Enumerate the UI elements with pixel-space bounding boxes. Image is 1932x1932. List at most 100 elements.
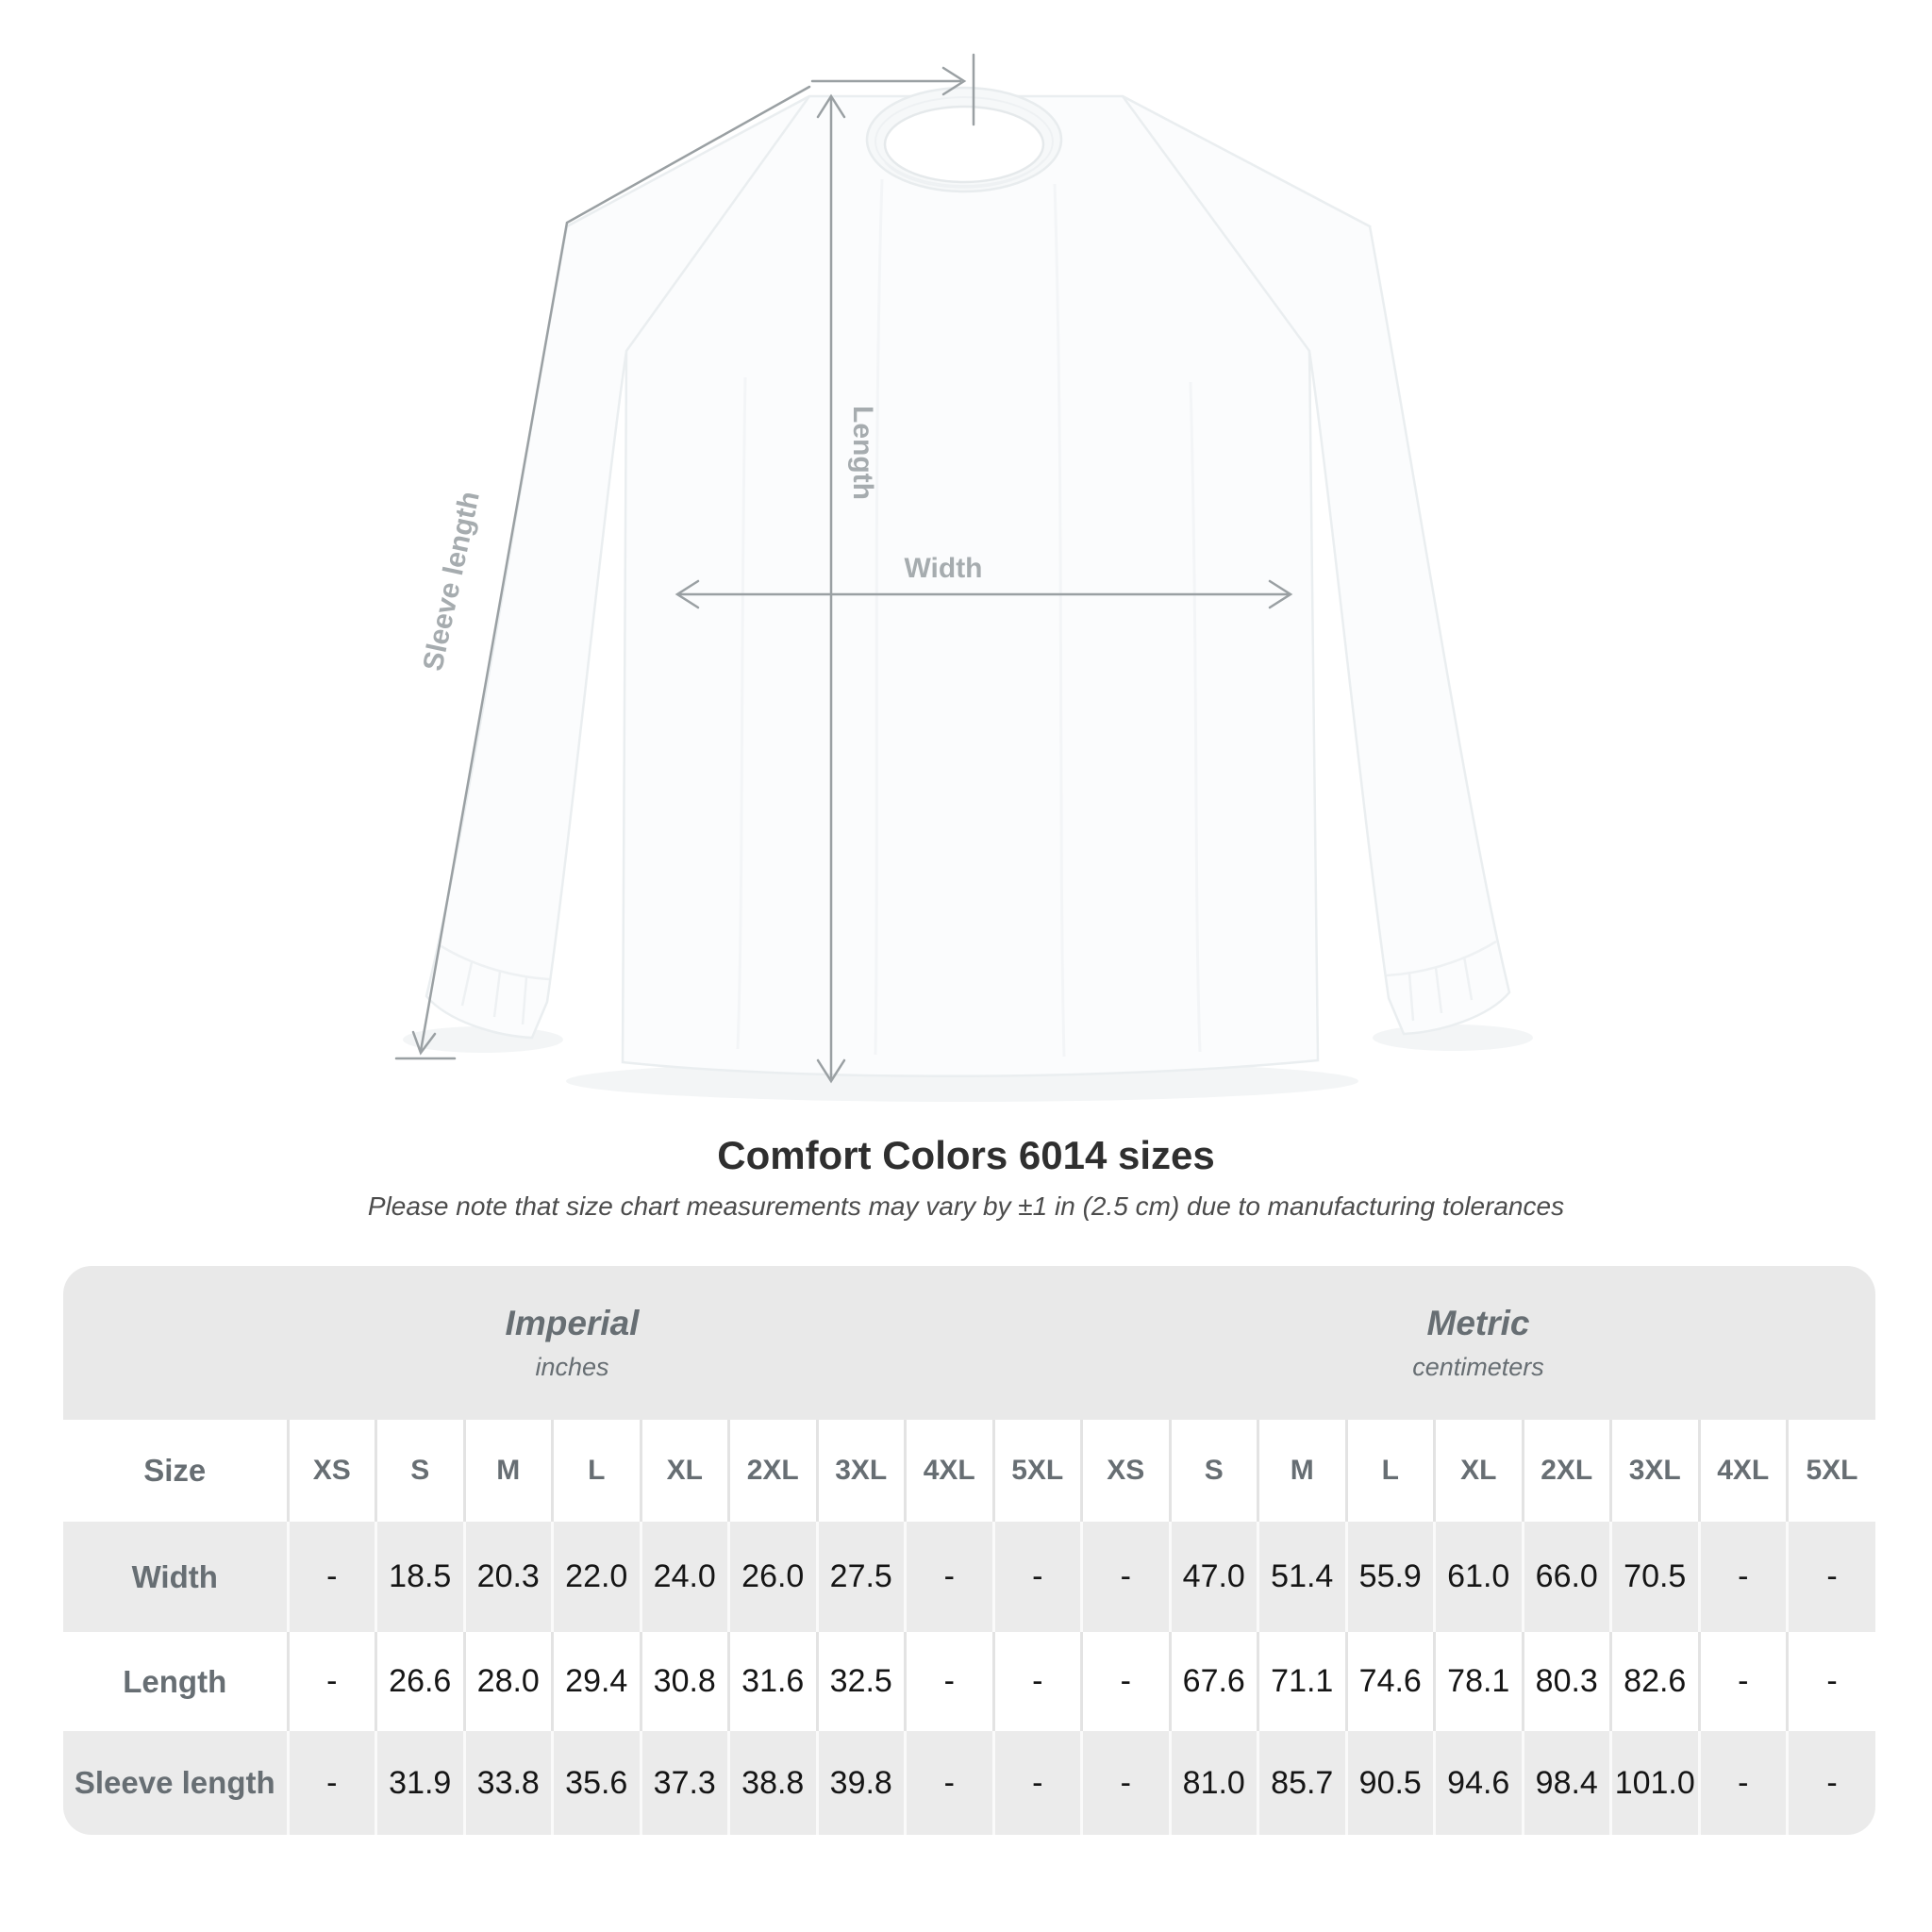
measurement-lines (394, 53, 1293, 1084)
measurement-cell: 94.6 (1433, 1731, 1523, 1835)
fabric-creases (736, 178, 1202, 1058)
size-column-header: XL (639, 1420, 729, 1522)
measurement-cell: 26.6 (375, 1632, 464, 1731)
imperial-group-header: Imperial inches (63, 1266, 1081, 1420)
measurement-cell: 33.8 (462, 1731, 553, 1835)
measurement-cell: - (286, 1731, 376, 1835)
measurement-cell: - (1080, 1522, 1170, 1632)
measurement-cell: - (286, 1522, 376, 1632)
table-row: Length -26.6 28.0 29.4 30.8 31.6 32.5- - -67.6 71… (63, 1632, 1875, 1731)
page-subtitle: Please note that size chart measurements… (367, 1191, 1565, 1221)
measurement-cell: - (1697, 1731, 1788, 1835)
measurement-cell: 74.6 (1344, 1632, 1435, 1731)
measurement-cell: 24.0 (639, 1522, 729, 1632)
size-column-header: 4XL (904, 1420, 993, 1522)
size-column-header: 3XL (815, 1420, 906, 1522)
measurement-cell: 66.0 (1521, 1522, 1611, 1632)
table-row: Sleeve length -31.9 33.8 35.6 37.3 38.8 39.8- -… (63, 1731, 1875, 1835)
measurement-cell: 82.6 (1609, 1632, 1699, 1731)
measurement-cell: 78.1 (1433, 1632, 1523, 1731)
measurement-cell: 28.0 (462, 1632, 553, 1731)
left-cuff-shadow (403, 1026, 563, 1053)
table-row: Width -18.5 20.3 22.0 24.0 26.0 27.5- - -47.0 51.… (63, 1522, 1875, 1632)
measurement-cell: 90.5 (1344, 1731, 1435, 1835)
size-column-header: S (1168, 1420, 1258, 1522)
shirt-body (565, 94, 1372, 1077)
measurement-cell: 30.8 (639, 1632, 729, 1731)
measurement-cell: - (1080, 1632, 1170, 1731)
size-column-header: XS (1080, 1420, 1170, 1522)
measurement-cell: 67.6 (1168, 1632, 1258, 1731)
measurement-cell: 51.4 (1257, 1522, 1346, 1632)
measurement-cell: 80.3 (1521, 1632, 1611, 1731)
measurement-cell: - (1786, 1632, 1875, 1731)
shirt-right-sleeve (1121, 94, 1511, 1036)
measurement-cell: 20.3 (462, 1522, 553, 1632)
measurement-cell: 27.5 (815, 1522, 906, 1632)
measurement-cell: 39.8 (815, 1731, 906, 1835)
measurement-cell: - (1786, 1522, 1875, 1632)
measurement-cell: 98.4 (1521, 1731, 1611, 1835)
imperial-label: Imperial (505, 1304, 640, 1342)
measurement-cell: 38.8 (727, 1731, 817, 1835)
shirt-collar (865, 86, 1063, 193)
metric-group-header: Metric centimeters (1081, 1266, 1875, 1420)
row-label: Sleeve length (63, 1731, 288, 1835)
measurement-rows: Width -18.5 20.3 22.0 24.0 26.0 27.5- - -47.0 51.… (63, 1522, 1875, 1835)
right-cuff-shadow (1373, 1024, 1533, 1051)
right-cuff-detail (1386, 940, 1497, 1022)
left-cuff-detail (439, 943, 550, 1025)
size-table-card: Imperial inches Metric centimeters Size … (63, 1266, 1875, 1835)
size-column-header: L (551, 1420, 641, 1522)
metric-label: Metric (1426, 1304, 1530, 1342)
measurement-cell: 29.4 (551, 1632, 641, 1731)
size-column-header: 4XL (1697, 1420, 1788, 1522)
row-label: Length (63, 1632, 288, 1731)
measurement-cell: 70.5 (1609, 1522, 1699, 1632)
size-header-row: Size XS S M L XL 2XL 3XL 4XL 5XL XS S M L XL 2XL 3XL 4XL… (63, 1420, 1875, 1522)
measurement-cell: 31.6 (727, 1632, 817, 1731)
measurement-cell: 26.0 (727, 1522, 817, 1632)
size-column-header: 3XL (1609, 1420, 1699, 1522)
row-label: Width (63, 1522, 288, 1632)
imperial-unit-label: inches (535, 1353, 609, 1381)
measurement-cell: - (1697, 1522, 1788, 1632)
measurement-cell: - (904, 1731, 993, 1835)
measurement-cell: - (991, 1731, 1082, 1835)
measurement-cell: 71.1 (1257, 1632, 1346, 1731)
metric-unit-label: centimeters (1412, 1353, 1544, 1381)
measurement-cell: 37.3 (639, 1731, 729, 1835)
measurement-cell: - (991, 1632, 1082, 1731)
size-column-header: 5XL (991, 1420, 1082, 1522)
shirt-measurement-diagram: Width Length Sleeve length (394, 53, 1533, 1102)
measurement-cell: 31.9 (375, 1731, 464, 1835)
size-table: Size XS S M L XL 2XL 3XL 4XL 5XL XS S M L XL 2XL 3XL 4XL… (63, 1420, 1875, 1835)
size-column-header: M (462, 1420, 553, 1522)
size-header-label: Size (63, 1420, 288, 1522)
measurement-cell: 55.9 (1344, 1522, 1435, 1632)
measurement-cell: 101.0 (1609, 1731, 1699, 1835)
page-title: Comfort Colors 6014 sizes (717, 1133, 1215, 1177)
measurement-cell: 22.0 (551, 1522, 641, 1632)
unit-group-band: Imperial inches Metric centimeters (63, 1266, 1875, 1420)
measurement-cell: 47.0 (1168, 1522, 1258, 1632)
sleeve-measure-label: Sleeve length (417, 489, 485, 674)
measurement-cell: - (991, 1522, 1082, 1632)
size-column-header: M (1257, 1420, 1346, 1522)
measurement-cell: 18.5 (375, 1522, 464, 1632)
measurement-cell: 35.6 (551, 1731, 641, 1835)
measurement-cell: - (904, 1632, 993, 1731)
size-column-header: L (1344, 1420, 1435, 1522)
width-measure-label: Width (904, 553, 982, 584)
measurement-cell: - (1080, 1731, 1170, 1835)
measurement-cell: 32.5 (815, 1632, 906, 1731)
measurement-cell: - (286, 1632, 376, 1731)
measurement-cell: 81.0 (1168, 1731, 1258, 1835)
measurement-cell: 61.0 (1433, 1522, 1523, 1632)
length-measure-label: Length (847, 406, 878, 500)
size-column-header: 5XL (1786, 1420, 1875, 1522)
measurement-cell: - (1786, 1731, 1875, 1835)
size-column-header: 2XL (1521, 1420, 1611, 1522)
size-column-header: 2XL (727, 1420, 817, 1522)
